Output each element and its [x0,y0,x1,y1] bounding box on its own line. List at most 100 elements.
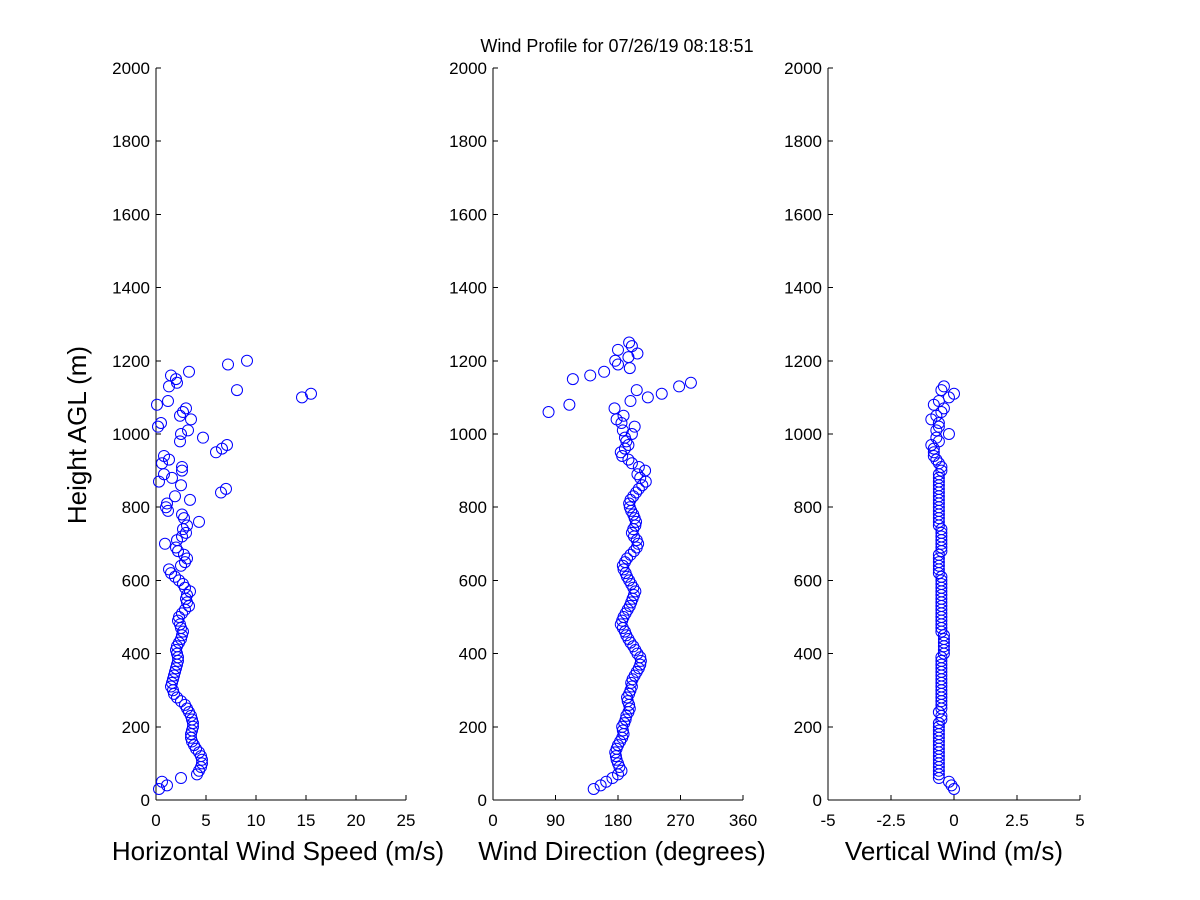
data-point [932,720,945,733]
x-tick-label: -5 [820,811,835,830]
data-point [615,417,628,430]
y-tick-label: 800 [459,498,487,517]
data-point [169,665,181,678]
data-point [165,369,177,382]
data-point [932,420,945,433]
data-point [181,552,193,565]
data-point [170,541,182,554]
data-point [625,340,638,353]
data-point [175,479,187,492]
data-point [180,526,192,539]
data-point [166,471,178,484]
data-point [617,563,630,576]
y-tick-label: 600 [794,571,822,590]
x-tick-label: 5 [201,811,210,830]
y-tick-label: 1600 [784,205,822,224]
data-point [948,387,960,400]
data-point [624,395,637,408]
data-point [185,413,197,426]
data-point [162,395,174,408]
data-point [176,464,188,477]
y-tick-label: 1600 [449,205,487,224]
data-point [935,464,948,477]
data-point [935,574,948,587]
y-axis-label: Height AGL (m) [62,346,92,524]
y-tick-label: 0 [141,791,150,810]
data-point [932,417,945,430]
data-point [623,501,636,514]
data-point [179,698,191,711]
data-point [631,468,644,481]
x-axis-label: Vertical Wind (m/s) [845,836,1063,866]
data-point [542,406,555,419]
data-point [178,548,190,561]
y-tick-label: 600 [122,571,150,590]
x-tick-label: 15 [297,811,316,830]
y-tick-label: 800 [122,498,150,517]
horizontal-wind-speed-panel: 0 200 400 600 800 1000 1200 1400 1600 1800 2000 0 5 1… [112,59,444,866]
data-point [930,453,943,466]
y-tick-label: 1200 [112,352,150,371]
data-point [183,365,195,378]
data-point [942,775,955,788]
data-point [624,548,637,561]
y-tick-label: 0 [813,791,822,810]
data-point [935,523,948,536]
data-point [181,519,193,532]
data-point [614,446,627,459]
data-point [612,358,624,371]
x-tick-label: 0 [488,811,497,830]
data-point [932,475,945,488]
data-point [935,570,948,583]
x-axis-label: Horizontal Wind Speed (m/s) [112,836,444,866]
y-tick-label: 200 [794,718,822,737]
data-point [566,373,579,386]
data-point [619,713,632,726]
data-point [170,662,182,675]
y-tick-label: 2000 [449,59,487,78]
data-point [156,457,168,470]
data-point [937,632,950,645]
data-point [621,552,634,565]
y-tick-label: 200 [122,718,150,737]
data-point [632,460,645,473]
data-point [932,457,945,470]
data-point [165,680,177,693]
data-point [618,431,631,444]
data-point [610,413,623,426]
data-point [241,354,253,367]
data-point [609,354,622,367]
data-point [168,669,180,682]
y-tick-label: 1200 [449,352,487,371]
data-point [175,695,187,708]
data-point [625,680,638,693]
data-point [930,424,943,437]
data-point [231,384,243,397]
data-point [935,530,948,543]
x-tick-label: 5 [1075,811,1084,830]
data-point [625,457,638,470]
data-point [159,537,171,550]
x-tick-label: 0 [151,811,160,830]
data-point [622,453,635,466]
y-tick-label: 1000 [449,425,487,444]
data-point [176,460,188,473]
data-point [182,424,194,437]
figure-title: Wind Profile for 07/26/19 08:18:51 [480,36,753,56]
x-tick-label: 270 [666,811,694,830]
data-point [220,482,232,495]
y-tick-label: 2000 [784,59,822,78]
x-tick-label: 90 [546,811,565,830]
y-tick-label: 400 [122,645,150,664]
data-point [184,493,196,506]
data-point [608,402,621,415]
data-point [156,775,168,788]
data-point [937,636,950,649]
data-point [937,629,950,642]
data-point [621,695,634,708]
data-point [930,431,943,444]
data-point [617,409,630,422]
y-tick-label: 1400 [112,279,150,298]
x-tick-label: -2.5 [876,811,905,830]
